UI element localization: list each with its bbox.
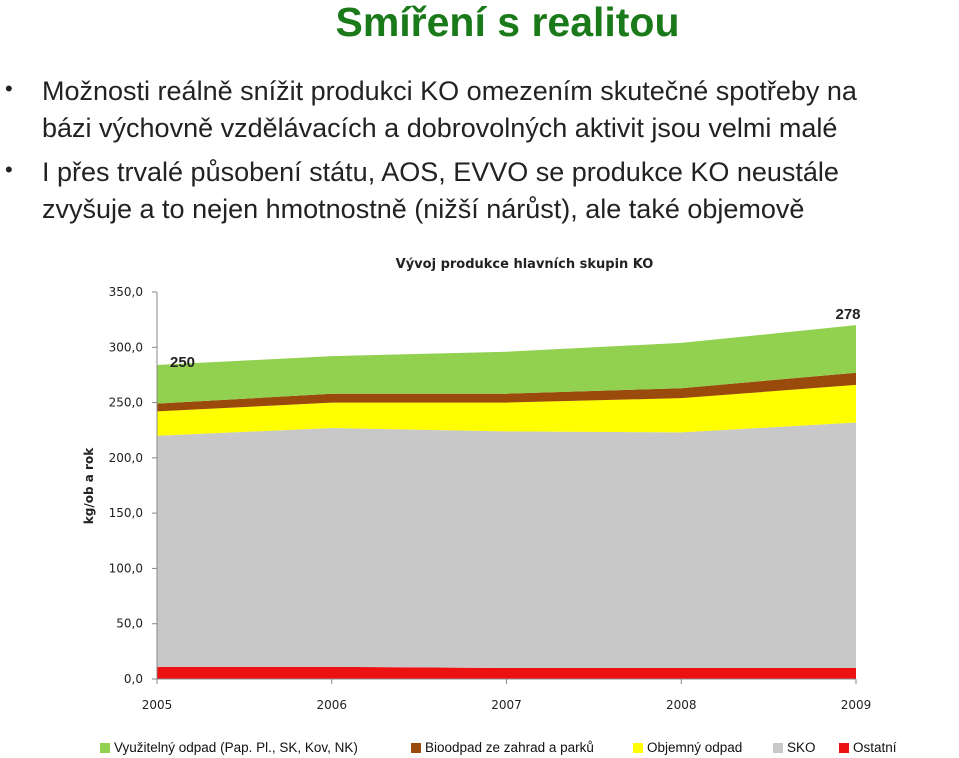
y-tick-label: 0,0 [124,672,143,686]
slide-title: Smíření s realitou [0,0,959,44]
y-tick-label: 250,0 [109,396,143,410]
series-area-bioodpad-ze-zahrad-a-park- [157,372,856,412]
data-annotation: 250 [170,354,195,371]
data-annotation: 278 [835,306,860,323]
legend-item: Objemný odpad [633,740,742,755]
y-tick-label: 300,0 [109,340,143,354]
legend-label: SKO [787,740,816,755]
bullet-2-line-2: zvyšuje a to nejen hmotnostně (nižší nár… [42,194,805,224]
legend-swatch [100,743,110,753]
slide-title-text: Smíření s realitou [335,0,680,45]
legend-label: Objemný odpad [647,740,743,755]
legend-swatch [633,743,643,753]
legend-item: Bioodpad ze zahrad a parků [411,740,594,755]
chart-title: Vývoj produkce hlavních skupin KO [396,257,654,272]
legend-item: Využitelný odpad (Pap. Pl., SK, Kov, NK) [100,740,358,755]
bullet-2-line-1: I přes trvalé působení státu, AOS, EVVO … [42,157,839,187]
bullet-1-line-1: Možnosti reálně snížit produkci KO omeze… [42,76,857,106]
series-area-objemn-odpad [157,384,856,436]
x-tick-label: 2006 [316,698,347,712]
x-tick-label: 2007 [491,698,522,712]
series-area-ostatn- [157,666,856,679]
y-tick-label: 100,0 [109,561,143,575]
x-tick-label: 2008 [666,698,697,712]
legend-swatch [773,743,783,753]
legend-item: SKO [773,740,816,755]
legend-item: Ostatní [839,740,897,755]
bullet-dot: • [5,76,13,101]
y-tick-label: 150,0 [109,506,143,520]
y-tick-label: 200,0 [109,451,143,465]
legend-label: Bioodpad ze zahrad a parků [425,740,594,755]
y-tick-label: 50,0 [116,617,143,631]
legend-swatch [839,743,849,753]
legend-label: Využitelný odpad (Pap. Pl., SK, Kov, NK) [114,740,358,755]
chart-legend: Využitelný odpad (Pap. Pl., SK, Kov, NK)… [0,738,959,758]
bullet-1-line-2: bázi výchovně vzdělávacích a dobrovolnýc… [42,113,838,143]
y-tick-label: 350,0 [109,285,143,299]
x-tick-label: 2005 [142,698,173,712]
legend-swatch [411,743,421,753]
y-axis-label: kg/ob a rok [82,447,96,524]
series-area-sko [157,422,856,668]
legend-label: Ostatní [853,740,897,755]
series-area-vyu-iteln-odpad-pap-pl-sk-kov-nk- [157,325,856,404]
bullet-dot: • [5,157,13,182]
x-tick-label: 2009 [841,698,872,712]
